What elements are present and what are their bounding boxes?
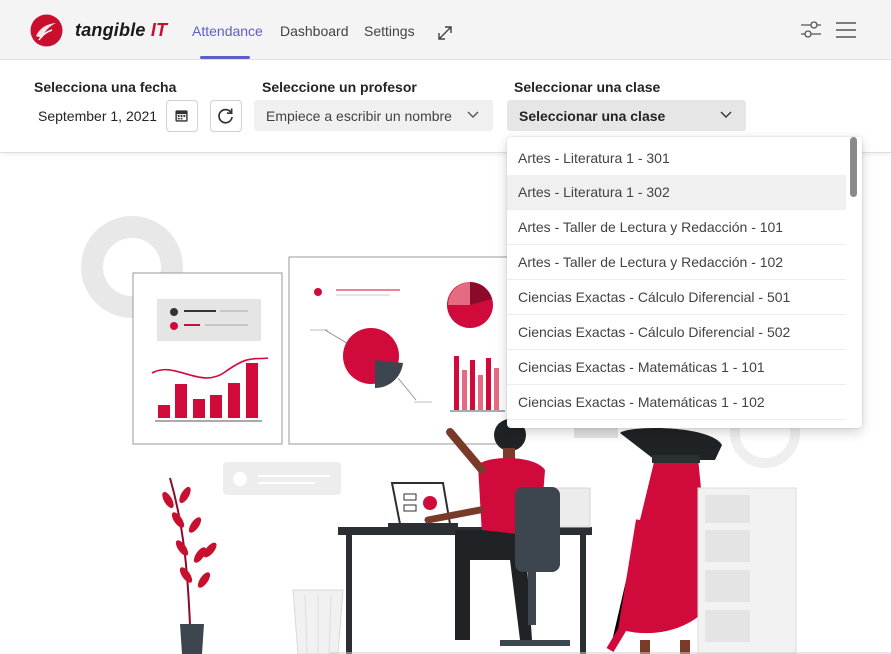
expand-icon[interactable]	[436, 24, 454, 42]
calendar-icon	[175, 110, 188, 122]
top-bar: tangible IT Attendance Dashboard Setting…	[0, 0, 891, 60]
logo-icon	[30, 14, 63, 47]
class-select-value: Seleccionar una clase	[519, 108, 666, 124]
class-label: Seleccionar una clase	[514, 79, 661, 95]
dropdown-option[interactable]: Artes - Literatura 1 - 302	[507, 175, 846, 210]
chevron-down-icon	[467, 111, 479, 118]
hamburger-icon[interactable]	[836, 21, 856, 39]
refresh-icon	[218, 108, 233, 124]
date-value[interactable]: September 1, 2021	[38, 108, 158, 124]
date-label: Selecciona una fecha	[34, 79, 177, 95]
tab-settings[interactable]: Settings	[364, 23, 415, 39]
dropdown-scrollbar[interactable]	[850, 137, 857, 197]
teacher-input[interactable]: Empiece a escribir un nombre	[254, 100, 493, 131]
teacher-placeholder: Empiece a escribir un nombre	[266, 108, 452, 124]
sliders-icon[interactable]	[800, 20, 822, 40]
calendar-button[interactable]	[166, 100, 198, 132]
dropdown-option[interactable]: Ciencias Exactas - Cálculo Diferencial -…	[507, 280, 846, 315]
dropdown-option[interactable]: Artes - Taller de Lectura y Redacción - …	[507, 245, 846, 280]
class-select[interactable]: Seleccionar una clase	[507, 100, 746, 131]
office-illustration	[81, 216, 891, 654]
dropdown-option[interactable]: Ciencias Exactas - Matemáticas 1 - 102	[507, 385, 846, 420]
dropdown-option[interactable]: Artes - Taller de Lectura y Redacción - …	[507, 210, 846, 245]
dropdown-option[interactable]: Ciencias Exactas - Cálculo Diferencial -…	[507, 315, 846, 350]
class-dropdown: Artes - Literatura 1 - 301 Artes - Liter…	[507, 137, 862, 428]
chevron-down-icon	[720, 111, 732, 118]
dropdown-option[interactable]: Artes - Literatura 1 - 301	[507, 141, 846, 176]
teacher-label: Seleccione un profesor	[262, 79, 417, 95]
refresh-button[interactable]	[210, 100, 242, 132]
brand-name: tangible IT	[75, 20, 168, 40]
dropdown-option[interactable]: Ciencias Exactas - Matemáticas 1 - 101	[507, 350, 846, 385]
tab-dashboard[interactable]: Dashboard	[280, 23, 349, 39]
active-tab-indicator	[200, 56, 250, 59]
tab-attendance[interactable]: Attendance	[192, 23, 263, 39]
